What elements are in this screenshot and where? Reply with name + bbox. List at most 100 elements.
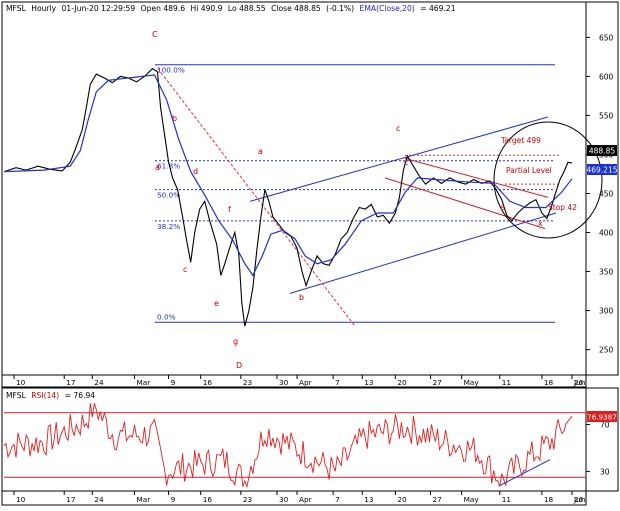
title-interval: Hourly: [31, 4, 56, 13]
rsi-title-indicator: RSI(14): [31, 391, 59, 400]
wave-label: c: [183, 265, 187, 274]
red-channel-lower: [384, 177, 546, 230]
rsi-trendline: [499, 459, 551, 486]
fib-level-label: 38.2%: [157, 222, 180, 231]
date-axis-frame: [1, 374, 587, 388]
rsi-ytick-label: 30: [600, 467, 610, 476]
price-ytick-label: 600: [599, 72, 614, 81]
rsi-axis-frame: [585, 387, 619, 492]
rsi-title-value: = 76.94: [65, 391, 96, 400]
wave-label: e: [214, 299, 219, 308]
channel-upper-line: [249, 116, 549, 202]
rsi-date-tick-label: 7: [335, 495, 340, 504]
fib-level-label: 50.0%: [157, 191, 180, 200]
rsi-date-tick-label: 13: [364, 495, 374, 504]
rsi-last-text: 76.9387: [587, 413, 617, 422]
rsi-ytick-label: 70: [600, 420, 610, 429]
fib-level-label: 100.0%: [157, 66, 185, 75]
rsi-date-tick-label: 17: [66, 495, 76, 504]
fib-level-label: 61.8%: [157, 162, 180, 171]
title-datetime: 01-Jun-20 12:29:59: [62, 4, 136, 13]
wave-label: d: [193, 167, 198, 176]
rsi-plot-layer: [3, 403, 586, 489]
rsi-date-tick-label: Jun: [573, 495, 585, 504]
price-ytick-label: 350: [599, 268, 614, 277]
red-channel-upper: [404, 157, 549, 198]
date-tick-label: 7: [335, 378, 340, 387]
date-tick-label: 9: [171, 378, 176, 387]
rsi-date-tick-label: 26: [574, 495, 584, 504]
rsi-panel-frame: [1, 387, 587, 492]
date-tick-label: 13: [364, 378, 374, 387]
wave-label: c: [404, 158, 408, 167]
rsi-date-tick-label: 30: [279, 495, 289, 504]
price-ytick-label: 400: [599, 229, 614, 238]
rsi-date-tick-label: 23: [243, 495, 253, 504]
title-ema-value: = 469.21: [420, 4, 456, 13]
red-dotted-diagonal: [157, 68, 356, 327]
title-close: Close 488.85: [271, 4, 321, 13]
title-high: Hi 490.9: [191, 4, 223, 13]
last-close-text: 488.85: [589, 147, 615, 156]
ema-last-tag: [587, 164, 617, 175]
wave-label: a: [155, 163, 160, 172]
rsi-line: [3, 403, 573, 489]
rsi-date-tick-label: 27: [433, 495, 443, 504]
ema-line: [3, 74, 573, 277]
channel-lower-line: [289, 212, 557, 294]
wave-label: C: [152, 30, 158, 39]
wave-label: a: [258, 147, 263, 156]
rsi-date-tick-label: 16: [203, 495, 213, 504]
wave-label: c: [396, 124, 400, 133]
title-change: (-0.1%): [326, 4, 354, 13]
wave-label: g: [233, 337, 238, 346]
price-plot-layer: 100.0% 61.8% 50.0% 38.2% 0.0% Ca b c d e f g Da b c x e c: [3, 30, 603, 370]
date-tick-label: 27: [433, 378, 443, 387]
wave-label: x: [538, 219, 543, 228]
date-tick-label: May: [464, 378, 480, 387]
price-title: MFSL Hourly 01-Jun-20 12:29:59 Open 489.…: [6, 4, 456, 13]
title-ema-label: EMA(Close,20): [360, 4, 415, 13]
date-tick-label: 23: [243, 378, 253, 387]
stop-label: Stop 42: [548, 203, 577, 212]
rsi-date-tick-label: Apr: [299, 495, 312, 504]
rsi-date-axis-frame: [1, 490, 587, 506]
price-ytick-label: 650: [599, 33, 614, 42]
last-close-tag: [587, 145, 617, 156]
price-ytick-label: 250: [599, 346, 614, 355]
title-low: Lo 488.55: [228, 4, 266, 13]
highlight-circle: [493, 121, 603, 239]
target-label: Target 499: [500, 136, 541, 145]
wave-label: b: [299, 293, 304, 302]
date-tick-label: Jun: [573, 378, 585, 387]
ema-last-text: 469.215: [586, 166, 617, 175]
rsi-title-symbol: MFSL: [6, 391, 27, 400]
wave-label: f: [228, 205, 231, 214]
date-tick-label: 24: [94, 378, 104, 387]
date-tick-label: 20: [397, 378, 407, 387]
rsi-date-tick-label: May: [464, 495, 480, 504]
date-tick-label: 17: [66, 378, 76, 387]
rsi-date-tick-label: 11: [502, 495, 511, 504]
rsi-title: MFSL RSI(14) = 76.94: [6, 391, 95, 400]
rsi-date-tick-label: 20: [397, 495, 407, 504]
rsi-last-tag: [587, 411, 617, 422]
date-tick-label: 18: [544, 378, 554, 387]
rsi-date-tick-label: 9: [171, 495, 176, 504]
date-tick-label: 11: [502, 378, 511, 387]
rsi-date-tick-label: 10: [16, 495, 26, 504]
rsi-date-tick-label: 24: [94, 495, 104, 504]
date-tick-label: 10: [16, 378, 26, 387]
fib-level-label: 0.0%: [157, 312, 176, 321]
date-tick-label: 30: [279, 378, 289, 387]
rsi-date-tick-label: Mar: [136, 495, 150, 504]
wave-label: b: [172, 114, 177, 123]
price-axis-frame: [585, 1, 619, 376]
price-ytick-label: 550: [599, 111, 614, 120]
partial-level-label: Partial Level: [506, 166, 552, 175]
price-ytick-label: 450: [599, 190, 614, 199]
date-tick-label: 16: [203, 378, 213, 387]
title-symbol: MFSL: [6, 4, 27, 13]
